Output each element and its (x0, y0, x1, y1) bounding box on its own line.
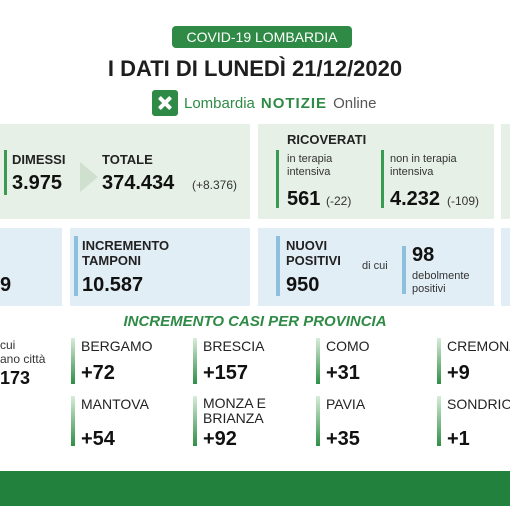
totale-delta: (+8.376) (192, 178, 238, 192)
intensiva-label: in terapia intensiva (287, 153, 333, 178)
card-divider (4, 150, 7, 195)
totale-value: 374.434 (102, 172, 175, 194)
card-divider (402, 246, 406, 294)
header-badge: COVID-19 LOMBARDIA (172, 26, 352, 48)
province-name: MANTOVA (81, 396, 149, 412)
intensiva-value: 561 (287, 188, 321, 210)
tamponi-label: INCREMENTO TAMPONI (82, 238, 170, 268)
partial-card-right-2 (501, 228, 510, 306)
province-name: MONZA E BRIANZA (203, 395, 267, 426)
milano-text-2: ano città (0, 352, 46, 366)
tamponi-value: 10.587 (82, 274, 144, 296)
brand-logo: Lombardia NOTIZIE Online (152, 88, 376, 118)
province-name: COMO (326, 338, 370, 354)
dimessi-value: 3.975 (12, 172, 63, 194)
province-bar (193, 396, 197, 446)
province-bar (193, 338, 197, 384)
debolmente-label: debolmente positivi (412, 270, 470, 295)
province-name: PAVIA (326, 396, 366, 412)
province-bar (437, 396, 441, 446)
card-divider (381, 150, 384, 208)
brand-lombardia: Lombardia (184, 94, 255, 112)
province-value: +157 (203, 362, 249, 384)
card-divider (74, 236, 78, 296)
partial-card-left (0, 228, 62, 306)
ricoverati-card (258, 124, 494, 219)
non-intensiva-label: non in terapia intensiva (390, 153, 457, 178)
page-title: I DATI DI LUNEDÌ 21/12/2020 (107, 56, 403, 81)
province-bar (71, 338, 75, 384)
totale-label: TOTALE (102, 152, 153, 167)
footer-bar (0, 471, 510, 506)
positivi-value: 950 (286, 274, 320, 296)
milano-text-1: cui (0, 338, 16, 352)
province-name: BRESCIA (203, 338, 265, 354)
positivi-label: NUOVI POSITIVI (286, 238, 341, 268)
province-bar (316, 338, 320, 384)
province-value: +72 (81, 362, 115, 384)
province-title: INCREMENTO CASI PER PROVINCIA (123, 313, 387, 330)
province-value: +35 (326, 428, 360, 450)
partial-card-right (501, 124, 510, 219)
province-bar (437, 338, 441, 384)
non-intensiva-value: 4.232 (390, 188, 441, 210)
province-value: +92 (203, 428, 237, 450)
dicui-label: di cui (362, 260, 388, 272)
province-bar (71, 396, 75, 446)
dimessi-totale-card (0, 124, 250, 219)
cross-logo-icon (152, 90, 178, 116)
partial-value: 9 (0, 274, 12, 296)
brand-online: Online (333, 94, 377, 112)
arrow-right-icon (80, 162, 98, 197)
province-value: +31 (326, 362, 360, 384)
positivi-card (258, 228, 494, 306)
province-name: CREMONA (447, 338, 510, 354)
debolmente-value: 98 (412, 244, 435, 266)
milano-value: 173 (0, 368, 31, 388)
province-bar (316, 396, 320, 446)
intensiva-delta: (-22) (326, 194, 352, 208)
dimessi-label: DIMESSI (12, 152, 66, 167)
non-intensiva-delta: (-109) (447, 194, 480, 208)
province-name: SONDRIO (447, 396, 510, 412)
province-value: +54 (81, 428, 115, 450)
province-value: +1 (447, 428, 470, 450)
tamponi-card (70, 228, 250, 306)
card-divider (276, 236, 280, 296)
ricoverati-label: RICOVERATI (287, 132, 367, 147)
province-name: BERGAMO (81, 338, 153, 354)
brand-notizie: NOTIZIE (260, 94, 328, 112)
card-divider (276, 150, 279, 208)
province-value: +9 (447, 362, 470, 384)
